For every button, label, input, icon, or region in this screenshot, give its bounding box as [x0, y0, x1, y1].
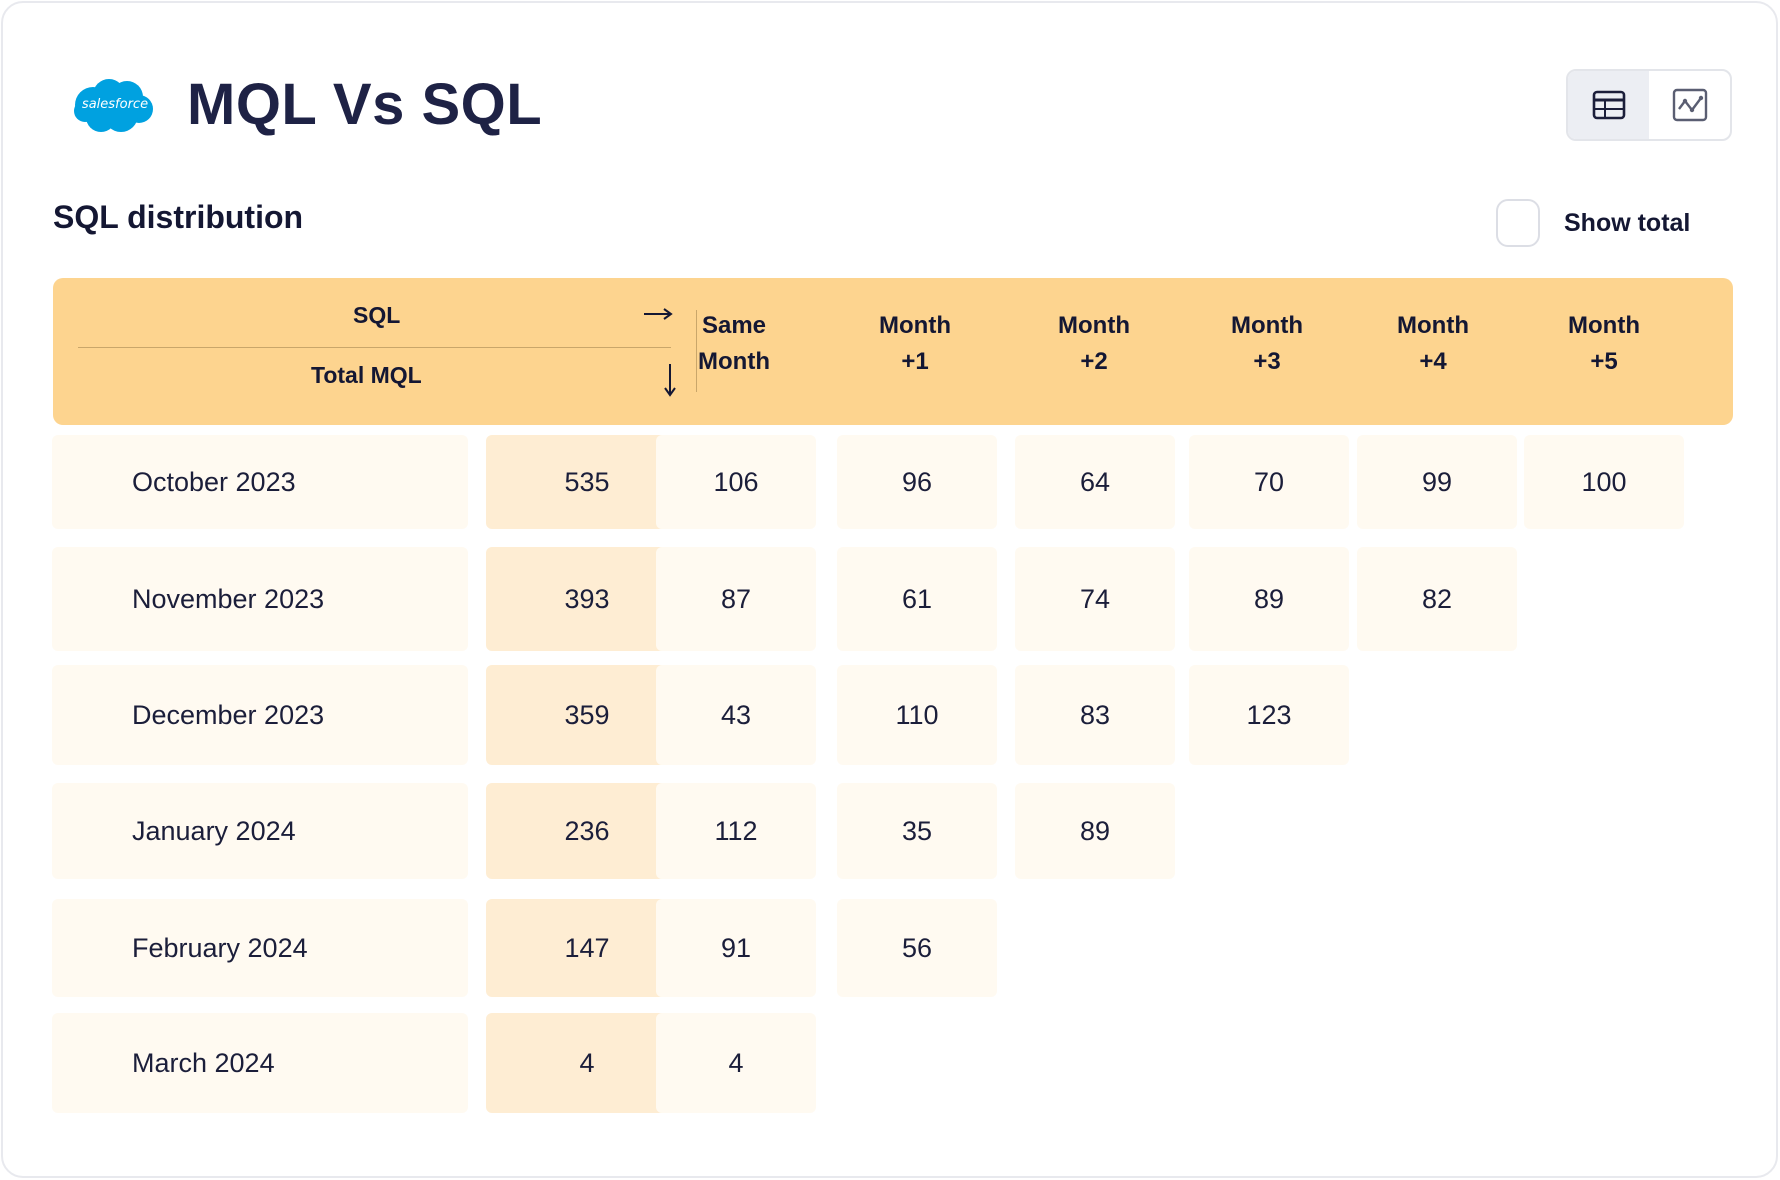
salesforce-logo: salesforce — [73, 77, 157, 135]
row-label: February 2024 — [52, 899, 468, 997]
column-header: Month +1 — [840, 308, 990, 380]
page-title: MQL Vs SQL — [187, 72, 543, 137]
column-header-line: +2 — [1080, 348, 1108, 375]
line-chart-icon — [1672, 88, 1707, 122]
sql-value-cell: 112 — [656, 783, 816, 879]
corner-divider-vertical — [696, 310, 697, 392]
sql-value-cell: 4 — [656, 1013, 816, 1113]
sql-value-cell: 70 — [1189, 435, 1349, 529]
sql-value-cell: 74 — [1015, 547, 1175, 651]
column-header: Month +4 — [1358, 308, 1508, 380]
column-header-line: +5 — [1590, 348, 1618, 375]
sql-value-cell: 91 — [656, 899, 816, 997]
column-header: Month +3 — [1192, 308, 1342, 380]
sql-value-cell: 110 — [837, 665, 997, 765]
column-header-line: Month — [879, 312, 951, 339]
arrow-down-icon — [664, 364, 676, 397]
sql-value-cell: 43 — [656, 665, 816, 765]
sql-value-cell: 64 — [1015, 435, 1175, 529]
corner-divider — [78, 347, 671, 348]
column-header-line: +4 — [1419, 348, 1447, 375]
sql-value-cell: 35 — [837, 783, 997, 879]
total-mql-cell: 147 — [486, 899, 688, 997]
total-mql-cell: 4 — [486, 1013, 688, 1113]
sql-value-cell: 89 — [1015, 783, 1175, 879]
sql-value-cell: 83 — [1015, 665, 1175, 765]
show-total-checkbox[interactable] — [1496, 199, 1540, 247]
sql-value-cell: 123 — [1189, 665, 1349, 765]
table-header: SQL Total MQL Same Month Month +1 Month +2 Mon… — [53, 278, 1733, 425]
table-view-button[interactable] — [1568, 71, 1649, 139]
sql-value-cell: 99 — [1357, 435, 1517, 529]
total-mql-cell: 535 — [486, 435, 688, 529]
table-icon — [1592, 90, 1625, 120]
column-header-line: Month — [1058, 312, 1130, 339]
total-mql-cell: 393 — [486, 547, 688, 651]
row-label: November 2023 — [52, 547, 468, 651]
sql-value-cell: 96 — [837, 435, 997, 529]
sql-value-cell: 61 — [837, 547, 997, 651]
column-header-line: +3 — [1253, 348, 1281, 375]
column-header: Month +5 — [1529, 308, 1679, 380]
sql-value-cell: 87 — [656, 547, 816, 651]
sql-value-cell: 82 — [1357, 547, 1517, 651]
column-header-line: Month — [698, 348, 770, 375]
arrow-right-icon — [644, 308, 673, 320]
row-label: January 2024 — [52, 783, 468, 879]
column-header-line: Same — [701, 312, 767, 339]
section-title: SQL distribution — [53, 199, 304, 235]
view-toggle — [1566, 69, 1732, 141]
column-header-line: Month — [1231, 312, 1303, 339]
column-header-line: Month — [1568, 312, 1640, 339]
total-mql-axis-label: Total MQL — [311, 362, 422, 388]
salesforce-logo-text: salesforce — [81, 97, 149, 112]
column-header: Month +2 — [1019, 308, 1169, 380]
show-total-label: Show total — [1564, 208, 1691, 237]
sql-value-cell: 100 — [1524, 435, 1684, 529]
sql-value-cell: 106 — [656, 435, 816, 529]
chart-view-button[interactable] — [1649, 71, 1730, 139]
sql-value-cell: 89 — [1189, 547, 1349, 651]
column-header: Same Month — [659, 308, 809, 380]
column-header-line: Month — [1397, 312, 1469, 339]
sql-value-cell: 56 — [837, 899, 997, 997]
total-mql-cell: 359 — [486, 665, 688, 765]
show-total-toggle[interactable]: Show total — [1496, 199, 1690, 247]
row-label: December 2023 — [52, 665, 468, 765]
row-label: October 2023 — [52, 435, 468, 529]
total-mql-cell: 236 — [486, 783, 688, 879]
row-label: March 2024 — [52, 1013, 468, 1113]
column-header-line: +1 — [901, 348, 929, 375]
sql-axis-label: SQL — [353, 302, 401, 328]
